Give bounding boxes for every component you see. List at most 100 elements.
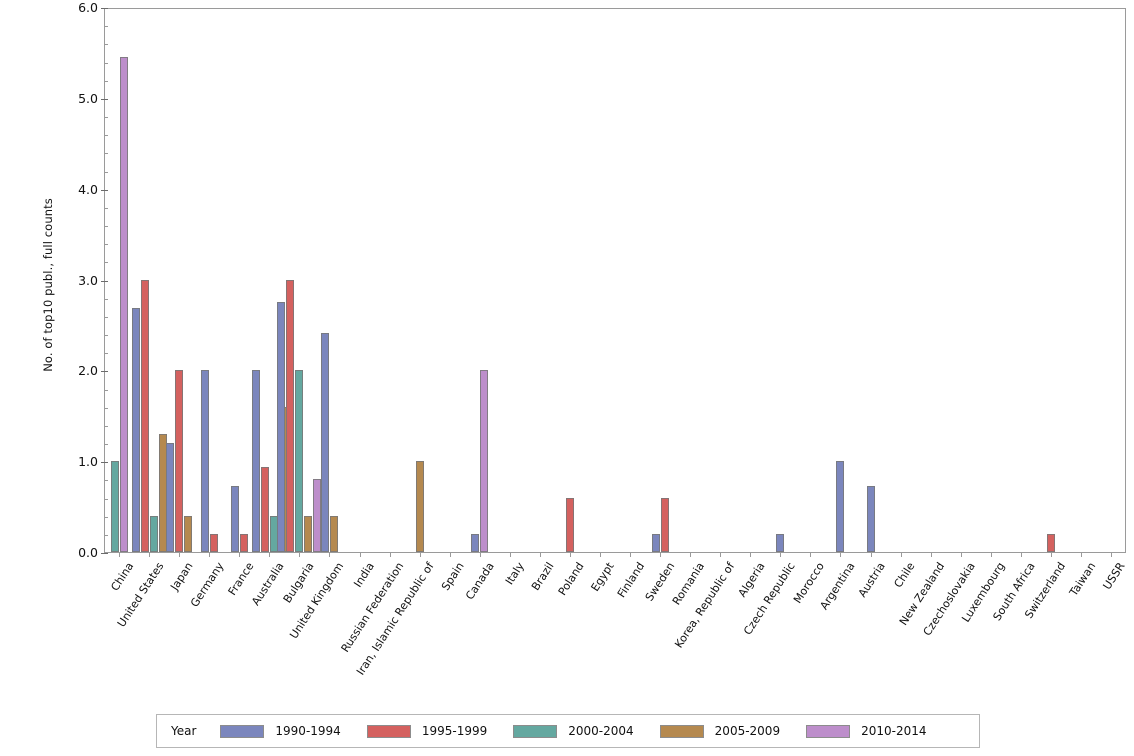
bar[interactable] — [158, 433, 167, 552]
y-tick-minor — [104, 534, 108, 536]
legend-title: Year — [171, 724, 197, 738]
x-tick — [900, 553, 902, 557]
bar[interactable] — [251, 370, 260, 552]
x-tick — [660, 553, 662, 557]
x-tick-label-text: Egypt — [588, 560, 617, 594]
legend-item[interactable]: 1995-1999 — [366, 724, 487, 738]
x-tick — [840, 553, 842, 557]
bar[interactable] — [660, 497, 669, 552]
y-tick-major — [101, 98, 108, 100]
y-tick-minor — [104, 498, 108, 500]
bar[interactable] — [295, 370, 304, 552]
bar[interactable] — [313, 479, 322, 552]
bar[interactable] — [230, 485, 239, 552]
bar[interactable] — [480, 370, 489, 552]
bar[interactable] — [119, 56, 128, 552]
x-tick — [149, 553, 151, 557]
bar[interactable] — [131, 307, 140, 552]
x-tick — [1020, 553, 1022, 557]
bar[interactable] — [1046, 533, 1055, 552]
y-tick-major — [101, 371, 108, 373]
legend-item[interactable]: 2010-2014 — [806, 724, 927, 738]
legend-swatch — [659, 724, 704, 738]
x-tick — [209, 553, 211, 557]
bar[interactable] — [415, 461, 424, 552]
bar[interactable] — [260, 466, 269, 552]
y-tick-minor — [104, 62, 108, 64]
legend[interactable]: Year 1990-1994 1995-1999 2000-2004 2005-200… — [156, 714, 980, 748]
bar[interactable] — [149, 515, 158, 552]
y-tick-major — [101, 280, 108, 282]
bar[interactable] — [651, 533, 660, 552]
x-tick — [269, 553, 271, 557]
x-tick — [329, 553, 331, 557]
bar[interactable] — [209, 533, 218, 552]
y-tick-minor — [104, 117, 108, 118]
x-tick — [1110, 553, 1112, 557]
legend-label: 2005-2009 — [714, 724, 781, 738]
legend-swatch — [513, 724, 558, 738]
bar[interactable] — [110, 461, 119, 552]
x-tick — [780, 553, 782, 557]
legend-item[interactable]: 1990-1994 — [220, 724, 341, 738]
legend-item[interactable]: 2005-2009 — [659, 724, 781, 738]
bar[interactable] — [776, 533, 785, 552]
x-tick-label-text: Poland — [555, 560, 587, 598]
bar[interactable] — [866, 485, 875, 552]
x-tick — [1080, 553, 1082, 557]
y-tick-major — [101, 462, 108, 464]
bar[interactable] — [277, 302, 286, 552]
x-tick-label-text: India — [350, 560, 377, 590]
x-tick-label-text: Taiwan — [1066, 560, 1098, 599]
bar[interactable] — [286, 279, 295, 552]
y-tick-minor — [104, 444, 108, 445]
y-tick-minor — [104, 335, 108, 336]
bar[interactable] — [184, 515, 193, 552]
y-tick-minor — [104, 480, 108, 482]
x-tick — [479, 553, 481, 557]
bar[interactable] — [269, 515, 278, 552]
x-tick — [449, 553, 451, 557]
bar[interactable] — [166, 443, 175, 552]
x-tick-label-text: Austria — [855, 560, 888, 600]
bar[interactable] — [320, 333, 329, 552]
x-tick — [810, 553, 812, 557]
y-tick-minor — [104, 407, 108, 409]
y-tick-label: 3.0 — [78, 272, 98, 288]
legend-label: 2010-2014 — [861, 724, 927, 738]
x-tick — [119, 553, 121, 557]
legend-item[interactable]: 2000-2004 — [513, 724, 634, 738]
plot-area — [104, 8, 1126, 553]
x-tick-label-text: Italy — [502, 560, 527, 588]
bar[interactable] — [304, 515, 313, 552]
y-tick-minor — [104, 244, 108, 246]
bar[interactable] — [836, 461, 845, 552]
y-tick-minor — [104, 171, 108, 173]
y-tick-minor — [104, 298, 108, 300]
x-tick — [359, 553, 361, 557]
bar[interactable] — [140, 279, 149, 552]
x-tick-label-text: Algeria — [735, 560, 768, 600]
bar[interactable] — [239, 533, 248, 552]
bar[interactable] — [565, 497, 574, 552]
x-tick — [179, 553, 181, 557]
bar[interactable] — [471, 533, 480, 552]
bar[interactable] — [175, 370, 184, 552]
y-tick-minor — [104, 389, 108, 391]
bar[interactable] — [200, 370, 209, 552]
y-tick-minor — [104, 135, 108, 137]
y-tick-minor — [104, 207, 108, 209]
y-tick-label: 0.0 — [78, 545, 98, 560]
x-tick — [990, 553, 992, 557]
bar[interactable] — [329, 515, 338, 552]
y-tick-minor — [104, 26, 108, 28]
y-tick-major — [101, 8, 108, 9]
x-tick — [750, 553, 752, 557]
y-tick-minor — [104, 44, 108, 46]
x-tick-label-text: Chile — [891, 560, 918, 591]
x-tick — [539, 553, 541, 557]
legend-label: 1990-1994 — [275, 724, 341, 738]
x-tick-label-text: Finland — [614, 560, 647, 601]
legend-swatch — [806, 724, 851, 738]
x-tick-label-text: USSR — [1100, 560, 1128, 592]
